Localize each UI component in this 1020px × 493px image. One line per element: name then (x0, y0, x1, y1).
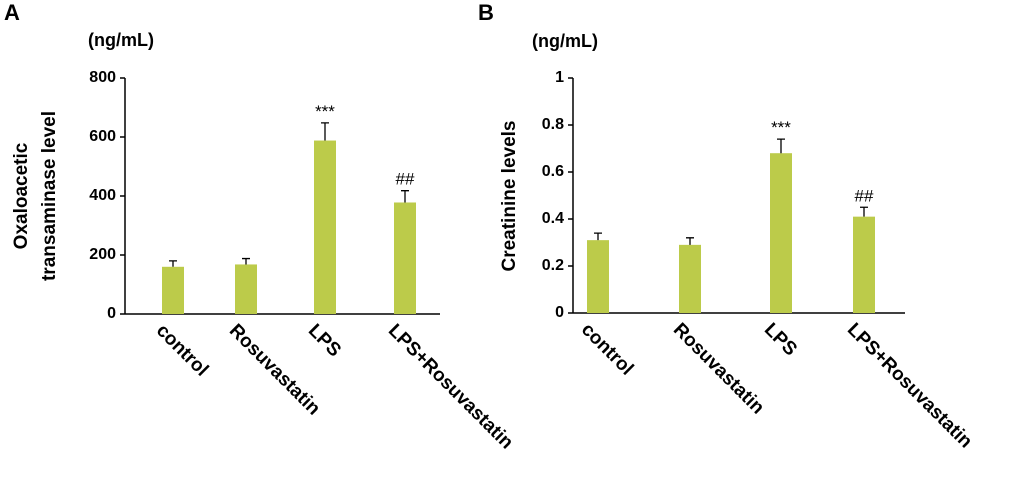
panel-label: A (4, 0, 20, 25)
bar (162, 266, 184, 314)
error-bar (169, 260, 177, 267)
significance-label: ## (396, 170, 415, 189)
unit-label: (ng/mL) (88, 30, 154, 50)
panel-label: B (478, 0, 494, 25)
error-bar (242, 257, 250, 265)
y-tick-label: 800 (89, 69, 116, 86)
bar (235, 264, 257, 314)
significance-label: *** (315, 102, 335, 121)
x-tick-label: LPS+Rosuvastatin (384, 320, 517, 453)
bar (587, 240, 609, 313)
bar (679, 244, 701, 313)
y-tick-label: 1 (555, 69, 564, 86)
significance-label: ## (855, 186, 874, 205)
x-tick-label: control (577, 319, 637, 379)
error-bar (321, 122, 329, 141)
y-tick-label: 600 (89, 128, 116, 145)
error-bar (594, 232, 602, 241)
x-tick-label: control (152, 320, 212, 380)
error-bar (401, 190, 409, 203)
y-tick-label: 0 (555, 304, 564, 321)
bar (770, 153, 792, 313)
y-tick-label: 200 (89, 246, 116, 263)
x-tick-label: Rosuvastatin (669, 319, 768, 418)
y-tick-label: 0 (107, 305, 116, 322)
y-tick-label: 0.2 (542, 257, 564, 274)
y-tick-label: 0.6 (542, 163, 564, 180)
error-bar (777, 138, 785, 154)
significance-label: *** (771, 118, 791, 137)
error-bar (686, 237, 694, 245)
y-axis-label: Oxaloacetic (11, 142, 32, 249)
y-tick-label: 0.8 (542, 116, 564, 133)
bar (394, 202, 416, 314)
error-bar (860, 206, 868, 217)
y-tick-label: 400 (89, 187, 116, 204)
bar (853, 216, 875, 313)
x-tick-label: LPS (760, 319, 801, 360)
y-axis-label: transaminase level (39, 111, 60, 281)
unit-label: (ng/mL) (532, 31, 598, 51)
y-tick-label: 0.4 (542, 210, 564, 227)
bar (314, 140, 336, 314)
y-axis-label: Creatinine levels (499, 120, 520, 271)
x-tick-label: LPS (304, 320, 345, 361)
x-tick-label: LPS+Rosuvastatin (843, 319, 976, 452)
